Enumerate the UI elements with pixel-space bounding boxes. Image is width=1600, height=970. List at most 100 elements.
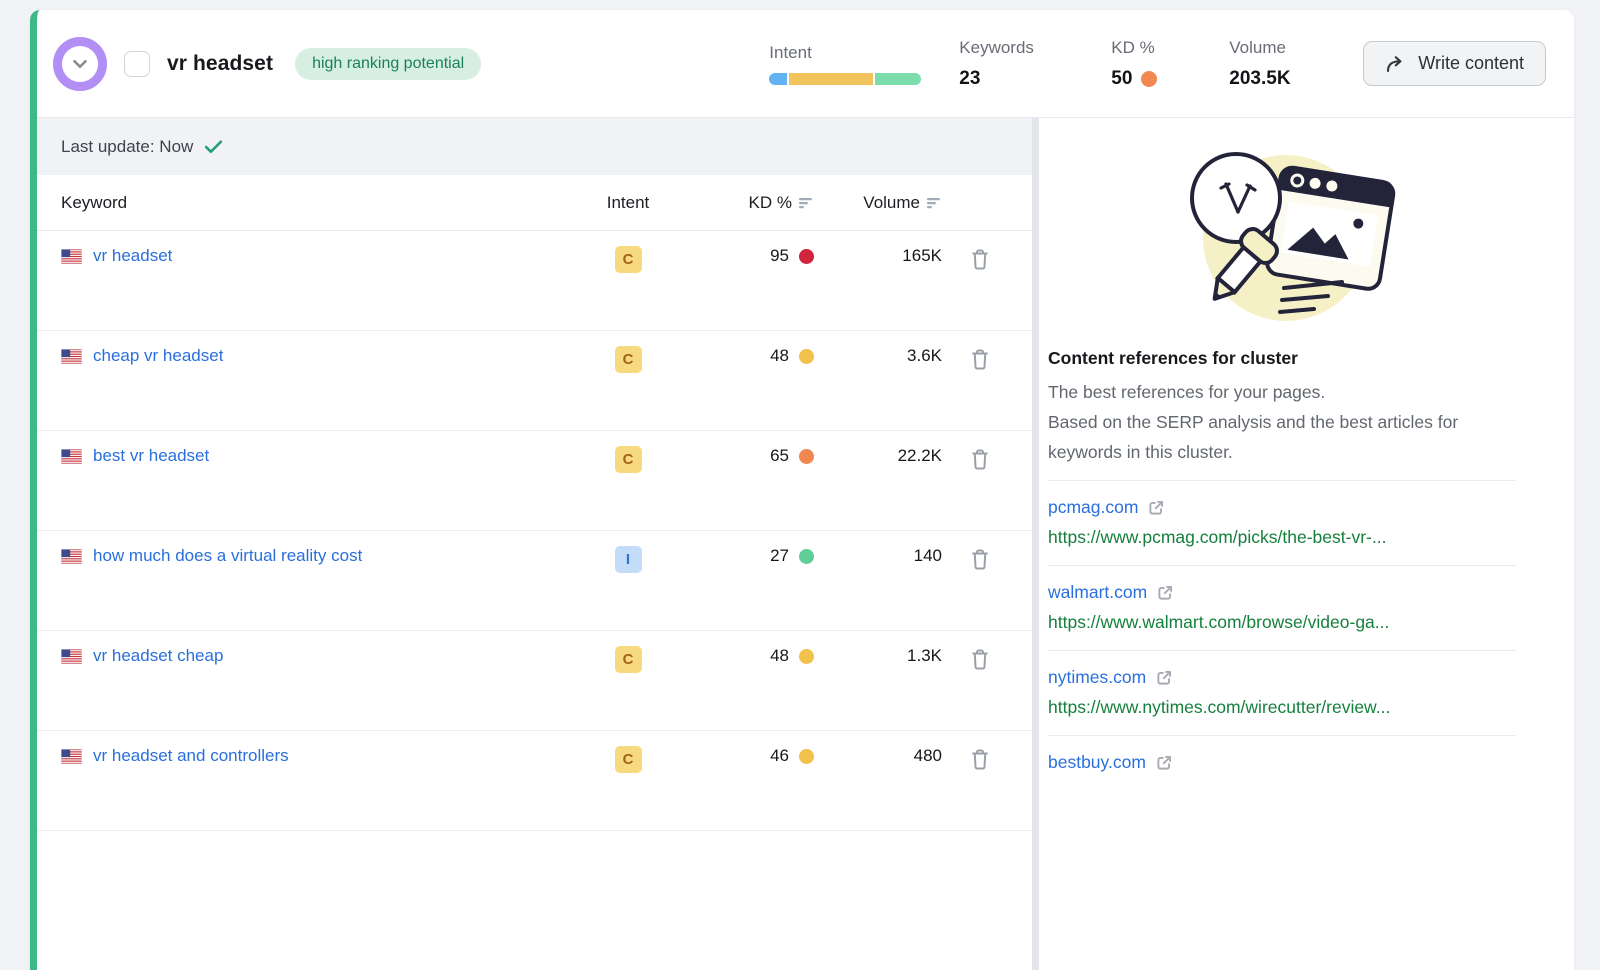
kd-difficulty-dot (799, 248, 814, 264)
trash-icon (970, 349, 990, 374)
external-link-icon[interactable] (1147, 499, 1165, 517)
kd-value: 65 (770, 446, 789, 465)
external-link-icon[interactable] (1156, 584, 1174, 602)
intent-badge: C (614, 346, 642, 373)
collapse-cluster-button[interactable] (53, 36, 107, 91)
write-content-button[interactable]: Write content (1363, 41, 1546, 86)
delete-keyword-button[interactable] (968, 746, 992, 773)
keyword-link[interactable]: best vr headset (93, 446, 210, 465)
kd-value: 48 (770, 646, 789, 665)
intent-badge: C (614, 246, 642, 273)
cluster-metrics: Intent Keywords 23 KD % 50 Volume 203.5K (769, 38, 1546, 90)
trash-icon (970, 649, 990, 674)
last-update-bar: Last update: Now (37, 118, 1032, 175)
cluster-header: vr headset high ranking potential Intent… (37, 10, 1574, 118)
delete-keyword-button[interactable] (968, 546, 992, 573)
reference-url[interactable]: https://www.pcmag.com/picks/the-best-vr-… (1048, 527, 1387, 547)
trash-icon (970, 549, 990, 574)
references-heading: Content references for cluster (1048, 348, 1298, 368)
volume-value: 480 (913, 746, 942, 765)
external-link-icon[interactable] (1155, 669, 1173, 687)
external-link-icon[interactable] (1155, 754, 1173, 772)
kd-difficulty-dot (799, 448, 814, 464)
last-update-text: Last update: Now (61, 136, 194, 156)
table-row: how much does a virtual reality cost I 2… (37, 531, 1032, 631)
delete-keyword-button[interactable] (968, 646, 992, 673)
references-description-line: Based on the SERP analysis and the best … (1048, 412, 1459, 462)
us-flag-icon (61, 548, 82, 564)
trash-icon (970, 249, 990, 274)
keyword-link[interactable]: vr headset cheap (93, 646, 224, 665)
volume-value: 203.5K (1229, 67, 1291, 89)
kd-value: 50 (1111, 67, 1133, 89)
column-header-volume[interactable]: Volume (814, 193, 942, 213)
intent-badge: C (614, 746, 642, 773)
table-row: best vr headset C 65 22.2K (37, 431, 1032, 531)
keyword-link[interactable]: cheap vr headset (93, 346, 224, 365)
sort-icon[interactable] (927, 197, 942, 209)
kd-value-wrap: 50 (1111, 68, 1189, 90)
keyword-cluster-card: vr headset high ranking potential Intent… (30, 10, 1574, 970)
keyword-table: Last update: Now Keyword Intent KD % Vol… (37, 118, 1032, 970)
intent-badge: C (614, 646, 642, 673)
reference-item: nytimes.com https://www.nytimes.com/wire… (1048, 650, 1516, 735)
metric-keywords: Keywords 23 (959, 38, 1069, 90)
intent-label: Intent (769, 42, 812, 62)
metric-volume: Volume 203.5K (1229, 38, 1321, 90)
redo-arrow-icon (1385, 55, 1407, 73)
content-references-illustration (1048, 136, 1516, 328)
delete-keyword-button[interactable] (968, 246, 992, 273)
intent-bar-segment (769, 72, 788, 85)
delete-keyword-button[interactable] (968, 446, 992, 473)
intent-bar-segment (789, 72, 874, 85)
sort-icon[interactable] (799, 197, 814, 209)
kd-difficulty-dot (1141, 70, 1158, 87)
content-references-panel: Content references for cluster The best … (1039, 118, 1574, 970)
us-flag-icon (61, 748, 82, 764)
volume-value: 22.2K (897, 446, 942, 465)
keywords-label: Keywords (959, 37, 1034, 57)
kd-difficulty-dot (799, 548, 814, 564)
metric-intent: Intent (769, 42, 922, 85)
ranking-potential-badge: high ranking potential (295, 47, 482, 80)
write-content-label: Write content (1418, 53, 1524, 73)
references-description: The best references for your pages. Base… (1048, 377, 1516, 467)
volume-value: 165K (902, 246, 942, 265)
us-flag-icon (61, 248, 82, 264)
delete-keyword-button[interactable] (968, 346, 992, 373)
reference-domain-link[interactable]: walmart.com (1048, 582, 1148, 602)
us-flag-icon (61, 648, 82, 664)
column-header-intent[interactable]: Intent (606, 192, 650, 212)
cluster-title: vr headset (167, 51, 274, 75)
kd-value: 46 (770, 746, 789, 765)
reference-list: pcmag.com https://www.pcmag.com/picks/th… (1048, 480, 1516, 790)
intent-badge: I (614, 546, 642, 573)
reference-domain-link[interactable]: bestbuy.com (1048, 752, 1146, 772)
keyword-link[interactable]: how much does a virtual reality cost (93, 546, 363, 565)
keyword-link[interactable]: vr headset and controllers (93, 746, 289, 765)
intent-badge: C (614, 446, 642, 473)
table-row: cheap vr headset C 48 3.6K (37, 331, 1032, 431)
table-row: vr headset cheap C 48 1.3K (37, 631, 1032, 731)
keyword-link[interactable]: vr headset (93, 246, 173, 265)
kd-difficulty-dot (799, 648, 814, 664)
reference-url[interactable]: https://www.nytimes.com/wirecutter/revie… (1048, 697, 1391, 717)
volume-value: 140 (913, 546, 942, 565)
column-header-keyword[interactable]: Keyword (61, 192, 128, 212)
volume-header-label: Volume (863, 192, 920, 212)
column-header-kd[interactable]: KD % (664, 193, 814, 213)
reference-domain-link[interactable]: nytimes.com (1048, 667, 1147, 687)
trash-icon (970, 449, 990, 474)
volume-value: 3.6K (907, 346, 942, 365)
table-header-row: Keyword Intent KD % Volume (37, 175, 1032, 231)
reference-domain-link[interactable]: pcmag.com (1048, 497, 1139, 517)
trash-icon (970, 749, 990, 774)
metric-kd: KD % 50 (1111, 38, 1189, 90)
table-body: vr headset C 95 165K (37, 231, 1032, 831)
volume-value: 1.3K (907, 646, 942, 665)
kd-difficulty-dot (799, 348, 814, 364)
reference-url[interactable]: https://www.walmart.com/browse/video-ga.… (1048, 612, 1390, 632)
intent-distribution-bar (769, 72, 922, 85)
cluster-checkbox[interactable] (124, 50, 150, 77)
us-flag-icon (61, 448, 82, 464)
